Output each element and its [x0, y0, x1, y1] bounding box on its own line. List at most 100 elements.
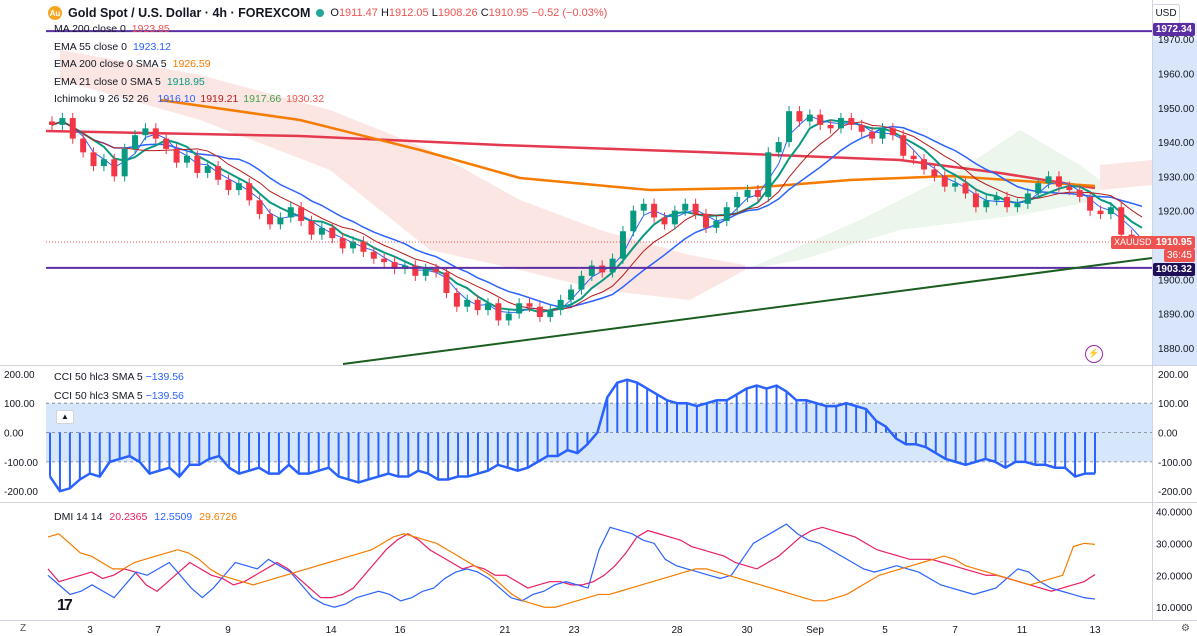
- candle-body: [536, 306, 543, 317]
- candle-body: [298, 207, 305, 221]
- candle-body: [215, 166, 222, 180]
- x-tick: 7: [952, 625, 958, 636]
- candle-body: [630, 210, 637, 232]
- candle-body: [754, 190, 761, 197]
- cci-tick: 200.00: [1158, 370, 1189, 381]
- symbol-title[interactable]: Gold Spot / U.S. Dollar · 4h · FOREXCOM: [68, 6, 311, 20]
- price-tick: 1930.00: [1158, 172, 1195, 183]
- candle-body: [547, 310, 554, 317]
- candle-body: [505, 313, 512, 321]
- dmi-tick: 20.0000: [1156, 571, 1193, 582]
- candle-body: [900, 135, 907, 156]
- chart-header: Au Gold Spot / U.S. Dollar · 4h · FOREXC…: [48, 4, 607, 22]
- candle-body: [516, 303, 523, 314]
- candle-body: [256, 200, 263, 215]
- price-tick: 1970.00: [1158, 35, 1195, 46]
- candle-body: [599, 265, 606, 273]
- candle-body: [1066, 186, 1073, 191]
- ema21-line: [51, 119, 1143, 314]
- ichimoku-base-line: [51, 120, 1143, 312]
- countdown-tag: 36:45: [1163, 249, 1195, 262]
- candle-body: [1045, 176, 1052, 184]
- legend-ema21[interactable]: EMA 21 close 0 SMA 5 1918.95: [54, 75, 205, 88]
- candle-body: [619, 231, 626, 259]
- candle-body: [183, 155, 190, 163]
- candle-body: [962, 183, 969, 194]
- candle-body: [474, 299, 481, 311]
- legend-ema200[interactable]: EMA 200 close 0 SMA 5 1926.59: [54, 58, 211, 70]
- candle-body: [889, 128, 896, 136]
- candle-body: [1004, 196, 1011, 208]
- candle-body: [931, 169, 938, 177]
- candle-body: [412, 265, 419, 276]
- legend-ma200[interactable]: MA 200 close 0 1923.85: [54, 23, 170, 35]
- candle-body: [80, 138, 87, 153]
- candle-body: [1055, 176, 1062, 187]
- candle-body: [692, 203, 699, 215]
- candle-body: [1076, 190, 1083, 197]
- candle-body: [837, 118, 844, 129]
- timezone-button[interactable]: Z: [20, 623, 27, 634]
- collapse-icon[interactable]: ▲: [56, 410, 74, 424]
- market-open-icon: [316, 9, 325, 17]
- candle-body: [339, 238, 346, 249]
- price-tick: 1900.00: [1158, 275, 1195, 286]
- candle-body: [879, 128, 886, 139]
- candle-body: [651, 203, 658, 218]
- ema55-line: [51, 120, 1143, 308]
- legend-ichimoku[interactable]: Ichimoku 9 26 52 26 1916.10 1919.21 1917…: [54, 93, 325, 105]
- dmi-plus-di-line: [47, 526, 1096, 599]
- candle-body: [827, 124, 834, 129]
- candle-body: [350, 241, 357, 249]
- candle-body: [568, 289, 575, 300]
- ichimoku-conversion-line: [51, 115, 1143, 313]
- candle-body: [453, 292, 460, 307]
- candle-body: [671, 210, 678, 225]
- candle-body: [786, 111, 793, 143]
- candle-body: [744, 190, 751, 197]
- x-tick: 30: [741, 625, 753, 636]
- candle-body: [921, 159, 927, 170]
- legend-ema55[interactable]: EMA 55 close 0 1923.12: [54, 40, 171, 53]
- candle-body: [152, 128, 159, 139]
- candle-body: [578, 275, 585, 290]
- dmi-tick: 10.0000: [1156, 603, 1193, 614]
- flash-icon[interactable]: ⚡: [1085, 345, 1103, 363]
- top-level-tag: 1972.34: [1152, 23, 1195, 36]
- x-tick: 11: [1017, 625, 1028, 636]
- candle-body: [848, 118, 855, 125]
- dmi-tick: 30.0000: [1156, 539, 1193, 550]
- candle-body: [90, 152, 97, 167]
- candle-body: [526, 303, 533, 307]
- candle-body: [173, 148, 180, 163]
- candle-body: [204, 166, 211, 173]
- candle-body: [1097, 210, 1104, 215]
- x-tick: 7: [155, 625, 161, 636]
- x-tick: 13: [1089, 625, 1101, 636]
- candle-body: [910, 155, 917, 160]
- candle-body: [464, 299, 471, 307]
- candle-body: [132, 135, 139, 149]
- cci-label-1[interactable]: CCI 50 hlc3 SMA 5 −139.56: [54, 371, 184, 383]
- candle-body: [49, 121, 55, 125]
- candle-body: [277, 217, 284, 225]
- candle-body: [381, 258, 388, 263]
- candle-body: [557, 299, 564, 311]
- currency-button[interactable]: USD: [1152, 4, 1180, 24]
- cci-label-2[interactable]: CCI 50 hlc3 SMA 5 −139.56: [54, 390, 184, 402]
- settings-gear-icon[interactable]: ⚙: [1181, 623, 1190, 634]
- candle-body: [246, 183, 253, 201]
- candle-body: [734, 196, 741, 208]
- candle-body: [1087, 196, 1094, 211]
- candle-body: [308, 220, 315, 235]
- x-tick: 5: [882, 625, 888, 636]
- candle-body: [703, 214, 709, 228]
- candle-body: [817, 114, 824, 125]
- dmi-label[interactable]: DMI 14 14 20.2365 12.5509 29.6726: [54, 511, 238, 523]
- candle-body: [952, 183, 959, 187]
- candle-body: [163, 138, 170, 149]
- candle-body: [1024, 193, 1031, 204]
- cci-tick: 0.00: [1158, 429, 1178, 440]
- x-tick: 9: [225, 625, 231, 636]
